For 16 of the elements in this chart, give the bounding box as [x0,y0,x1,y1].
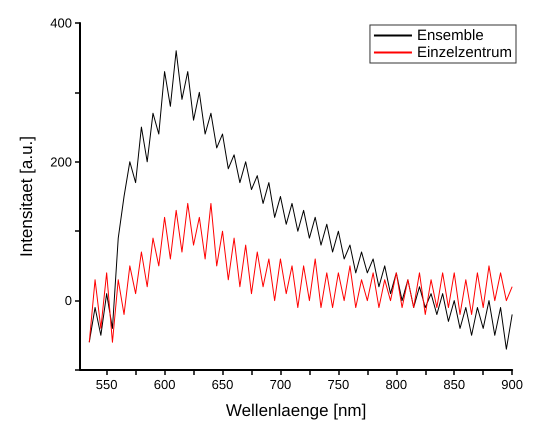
x-tick-label: 900 [501,377,524,392]
legend-label: Ensemble [416,27,484,44]
x-tick-label: 850 [443,377,466,392]
y-axis-title: Intensitaet [a.u.] [17,136,36,257]
x-tick-label: 650 [212,377,234,392]
line-series [88,202,513,343]
x-tick-label: 550 [96,377,118,392]
x-tick-label: 750 [328,377,350,392]
x-tick-label: 600 [154,377,176,392]
y-tick-label: 200 [50,154,72,170]
y-tick-label: 0 [64,293,72,308]
x-tick-label: 700 [270,377,292,392]
x-tick-label: 800 [385,377,408,392]
legend-label: Einzelzentrum [416,44,512,61]
y-tick-label: 400 [50,16,72,30]
x-axis-title: Wellenlaenge [nm] [226,401,366,420]
